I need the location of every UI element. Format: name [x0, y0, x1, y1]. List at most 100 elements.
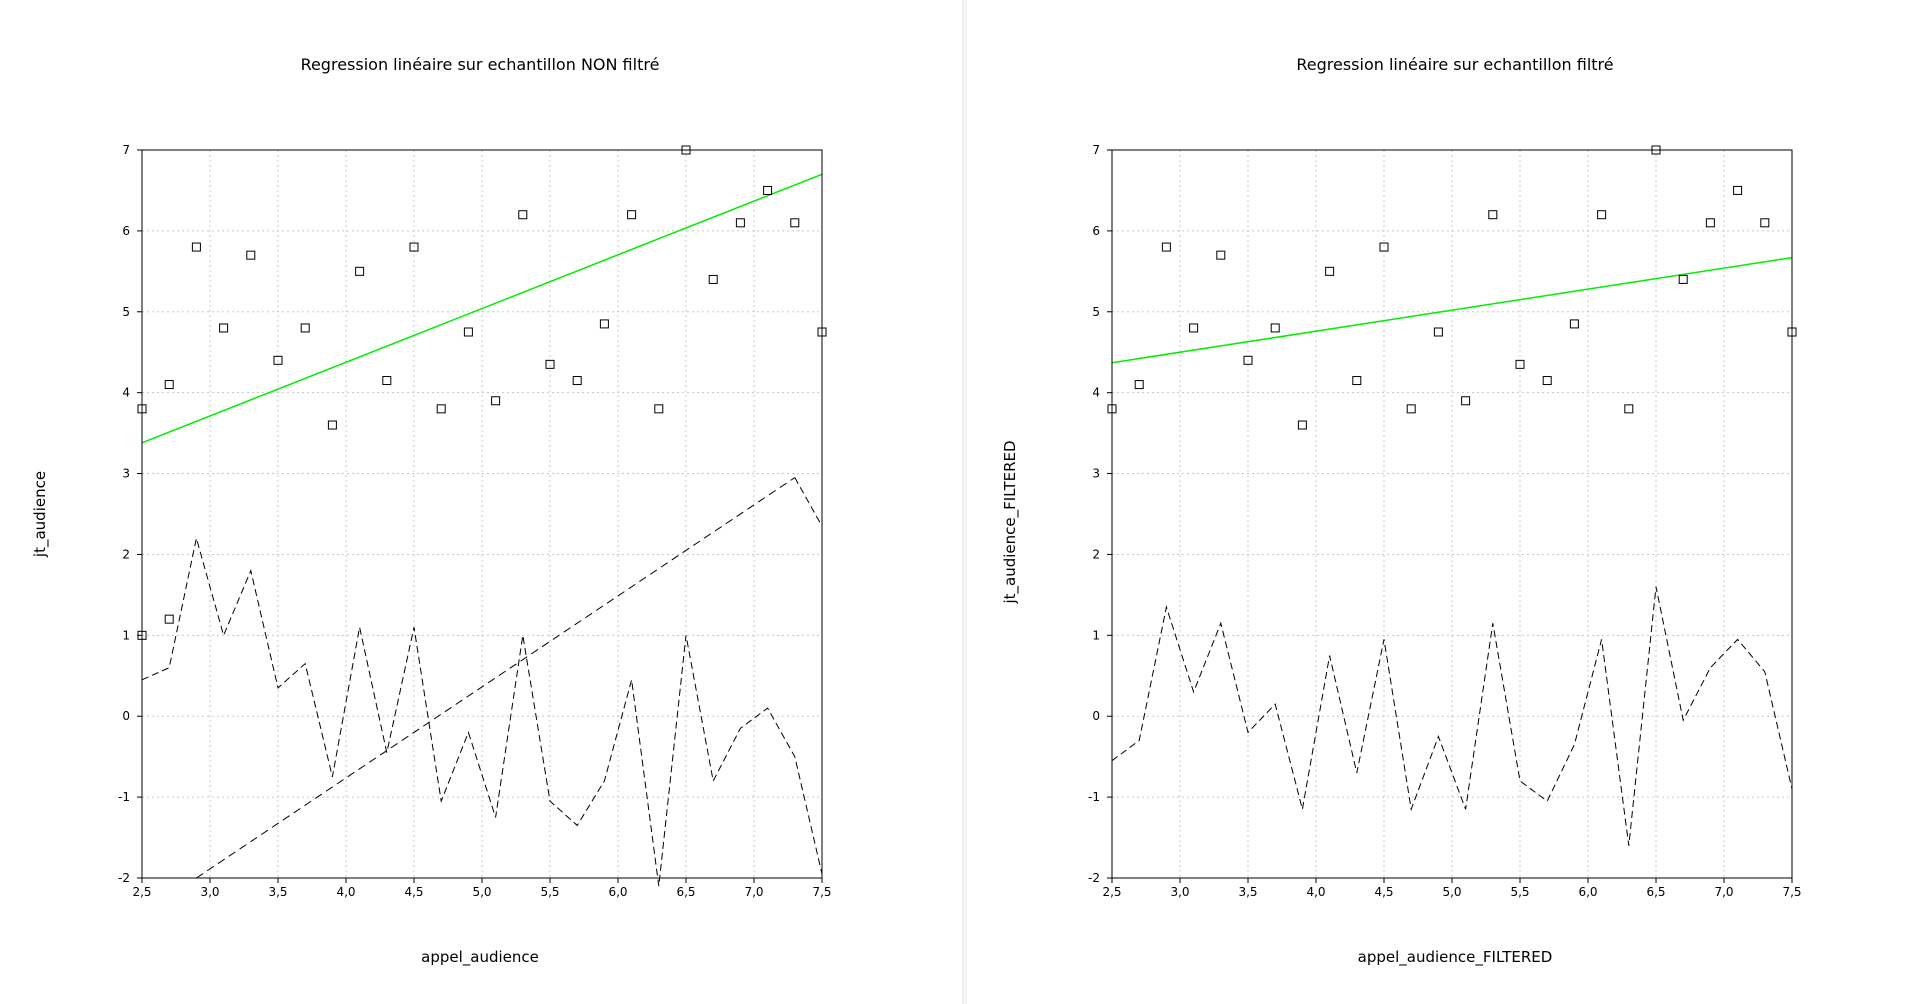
- scatter-point: [1569, 319, 1579, 329]
- scatter-point: [790, 218, 800, 228]
- y-tick-label: -2: [1088, 871, 1100, 885]
- y-tick-label: 5: [1092, 305, 1100, 319]
- y-tick-label: 2: [1092, 547, 1100, 561]
- chart-title: Regression linéaire sur echantillon NON …: [301, 55, 660, 74]
- scatter-point-extra: [164, 614, 174, 624]
- scatter-point: [599, 319, 609, 329]
- scatter-point: [572, 376, 582, 386]
- x-tick-label: 7,0: [1714, 885, 1733, 899]
- scatter-point: [708, 274, 718, 284]
- scatter-point: [273, 355, 283, 365]
- y-tick-label: 2: [122, 547, 130, 561]
- y-axis-label: jt_audience: [31, 471, 50, 558]
- scatter-point: [300, 323, 310, 333]
- x-tick-label: 6,5: [1646, 885, 1665, 899]
- x-tick-label: 4,0: [1306, 885, 1325, 899]
- y-tick-label: 1: [1092, 628, 1100, 642]
- x-tick-label: 5,0: [472, 885, 491, 899]
- scatter-point: [219, 323, 229, 333]
- regression-line: [141, 173, 823, 444]
- plot-frame: [141, 149, 823, 879]
- y-tick-label: 7: [1092, 143, 1100, 157]
- x-tick-label: 2,5: [132, 885, 151, 899]
- scatter-point: [1488, 210, 1498, 220]
- y-axis-label: jt_audience_FILTERED: [1001, 440, 1020, 604]
- y-tick-label: 0: [122, 709, 130, 723]
- plot-area: 2,5 3,0 3,5 4,0 4,5 5,0 5,5 6,0 6,5 7,0 7,5 -2 -1 0 1 2…: [1088, 143, 1802, 899]
- scatter-point: [191, 242, 201, 252]
- x-tick-label: 3,0: [1170, 885, 1189, 899]
- chart-right: Regression linéaire sur echantillon filt…: [1001, 55, 1802, 967]
- scatter-point: [463, 327, 473, 337]
- scatter-point: [763, 185, 773, 195]
- y-tick-label: 5: [122, 305, 130, 319]
- y-tick-label: 6: [122, 224, 130, 238]
- y-tick-label: 6: [1092, 224, 1100, 238]
- y-tick-label: 1: [122, 628, 130, 642]
- scatter-point: [1189, 323, 1199, 333]
- scatter-point: [1325, 266, 1335, 276]
- scatter-point: [1134, 380, 1144, 390]
- residual-dashed-tail: [794, 477, 823, 527]
- y-tick-label: 7: [122, 143, 130, 157]
- x-tick-label: 6,5: [676, 885, 695, 899]
- scatter-point: [1760, 218, 1770, 228]
- x-tick-label: 5,5: [540, 885, 559, 899]
- x-tick-label: 4,5: [1374, 885, 1393, 899]
- plot-frame: [1111, 149, 1793, 879]
- scatter-point: [545, 359, 555, 369]
- scatter-point: [1379, 242, 1389, 252]
- y-tick-label: -2: [118, 871, 130, 885]
- scatter-point: [735, 218, 745, 228]
- scatter-point: [1542, 376, 1552, 386]
- x-tick-label: 3,5: [268, 885, 287, 899]
- scatter-point: [1243, 355, 1253, 365]
- scatter-point: [1624, 404, 1634, 414]
- scatter-point: [518, 210, 528, 220]
- scatter-point: [1297, 420, 1307, 430]
- scatter-point: [1406, 404, 1416, 414]
- scatter-point: [654, 404, 664, 414]
- x-tick-label: 7,5: [1782, 885, 1801, 899]
- scatter-point: [627, 210, 637, 220]
- scatter-point: [164, 380, 174, 390]
- scatter-point: [1161, 242, 1171, 252]
- x-axis-label: appel_audience: [421, 948, 539, 967]
- x-tick-label: 6,0: [1578, 885, 1597, 899]
- x-tick-label: 7,5: [812, 885, 831, 899]
- dashed-trend-line: [196, 477, 796, 879]
- scatter-point: [327, 420, 337, 430]
- x-tick-label: 7,0: [744, 885, 763, 899]
- chart-panel-right: Regression linéaire sur echantillon filt…: [970, 0, 1907, 1004]
- x-tick-label: 5,0: [1442, 885, 1461, 899]
- chart-title: Regression linéaire sur echantillon filt…: [1296, 55, 1613, 74]
- scatter-point: [355, 266, 365, 276]
- scatter-point: [1597, 210, 1607, 220]
- scatter-point: [1705, 218, 1715, 228]
- scatter-point: [1515, 359, 1525, 369]
- x-tick-label: 3,0: [200, 885, 219, 899]
- x-tick-label: 4,5: [404, 885, 423, 899]
- x-axis-label: appel_audience_FILTERED: [1358, 948, 1553, 967]
- y-tick-label: 4: [1092, 386, 1100, 400]
- scatter-point: [491, 396, 501, 406]
- x-tick-label: 6,0: [608, 885, 627, 899]
- residual-dashed-series: [1111, 586, 1793, 846]
- scatter-point: [1270, 323, 1280, 333]
- scatter-point: [1352, 376, 1362, 386]
- scatter-point: [1433, 327, 1443, 337]
- chart-panel-left: Regression linéaire sur echantillon NON …: [31, 55, 832, 967]
- scatter-point: [382, 376, 392, 386]
- x-tick-label: 4,0: [336, 885, 355, 899]
- scatter-point: [1461, 396, 1471, 406]
- y-tick-label: 3: [122, 467, 130, 481]
- y-tick-label: -1: [1088, 790, 1100, 804]
- panel-divider: [962, 0, 967, 1004]
- chart-left: Regression linéaire sur echantillon NON …: [31, 55, 832, 967]
- residual-dashed-series: [141, 538, 823, 887]
- plot-area: 2,5 3,0 3,5 4,0 4,5 5,0 5,5 6,0 6,5 7,0 7,5 -2 -1 0 1 2…: [118, 143, 832, 899]
- x-tick-label: 2,5: [1102, 885, 1121, 899]
- scatter-point: [1216, 250, 1226, 260]
- scatter-point: [409, 242, 419, 252]
- scatter-point: [1733, 185, 1743, 195]
